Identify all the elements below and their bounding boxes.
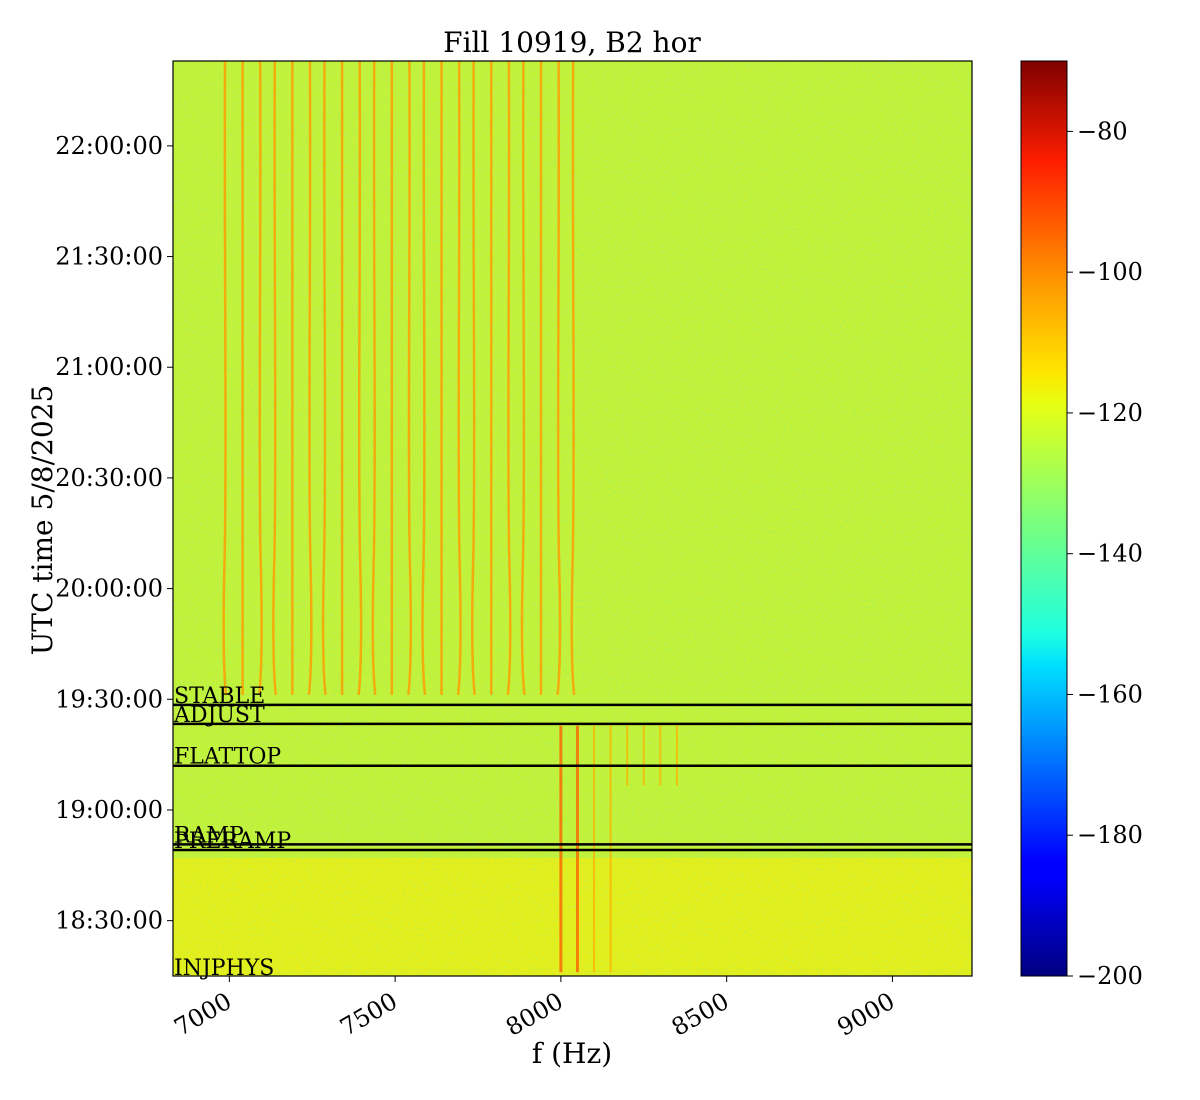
event-label: ADJUST <box>173 703 265 728</box>
spectral-line <box>257 60 263 695</box>
spectral-line <box>520 60 526 695</box>
spectral-line <box>371 60 377 695</box>
colorbar-ticks: −80 −100 −120 −140 −160 −180 −200 <box>1067 117 1143 990</box>
chart-title: Fill 10919, B2 hor <box>443 26 701 59</box>
y-tick-label: 21:00:00 <box>55 353 163 381</box>
colorbar-tick-label: −200 <box>1077 962 1143 990</box>
colorbar-tick-label: −80 <box>1077 117 1128 145</box>
x-tick-label: 8000 <box>501 987 568 1042</box>
y-tick-label: 19:00:00 <box>55 796 163 824</box>
event-label: STABLE <box>174 684 265 709</box>
event-label: PRERAMP <box>174 829 291 854</box>
x-tick-label: 7000 <box>169 987 236 1042</box>
spectral-line <box>307 60 313 695</box>
spectral-line <box>357 60 363 695</box>
spectral-line <box>222 60 228 695</box>
y-axis: 18:30:00 19:00:00 19:30:00 20:00:00 20:30:00… <box>55 132 173 935</box>
colorbar: −80 −100 −120 −140 −160 −180 −200 <box>1020 60 1143 990</box>
y-tick-label: 21:30:00 <box>55 243 163 271</box>
y-tick-label: 18:30:00 <box>55 907 163 935</box>
spectral-line <box>272 60 278 695</box>
colorbar-tick-label: −100 <box>1077 258 1143 286</box>
x-tick-label: 9000 <box>833 987 900 1042</box>
y-tick-label: 20:30:00 <box>55 464 163 492</box>
spectral-line <box>456 60 462 695</box>
colorbar-tick-label: −180 <box>1077 821 1143 849</box>
y-tick-label: 19:30:00 <box>55 685 163 713</box>
x-axis-label: f (Hz) <box>532 1037 612 1070</box>
spectral-line <box>556 60 562 695</box>
x-tick-label: 7500 <box>335 987 402 1042</box>
colorbar-tick-label: −120 <box>1077 399 1143 427</box>
spectral-lines <box>222 60 678 973</box>
y-axis-label: UTC time 5/8/2025 <box>26 385 59 656</box>
event-label: RAMP <box>174 823 244 848</box>
y-tick-label: 22:00:00 <box>55 132 163 160</box>
y-tick-label: 20:00:00 <box>55 575 163 603</box>
plot-frame <box>172 60 973 977</box>
spectral-line <box>321 60 327 695</box>
x-axis: 7000 7500 8000 8500 9000 <box>169 976 899 1042</box>
colorbar-tick-label: −140 <box>1077 540 1143 568</box>
spectral-line <box>506 60 512 695</box>
x-tick-label: 8500 <box>667 987 734 1042</box>
spectral-line <box>470 60 476 695</box>
colorbar-gradient <box>1021 61 1067 976</box>
event-label: INJPHYS <box>174 956 274 981</box>
spectral-line <box>421 60 427 695</box>
colorbar-tick-label: −160 <box>1077 680 1143 708</box>
colorbar-frame <box>1020 60 1068 977</box>
spectral-line <box>570 60 576 695</box>
spectral-line <box>407 60 413 695</box>
event-label: FLATTOP <box>174 745 281 770</box>
